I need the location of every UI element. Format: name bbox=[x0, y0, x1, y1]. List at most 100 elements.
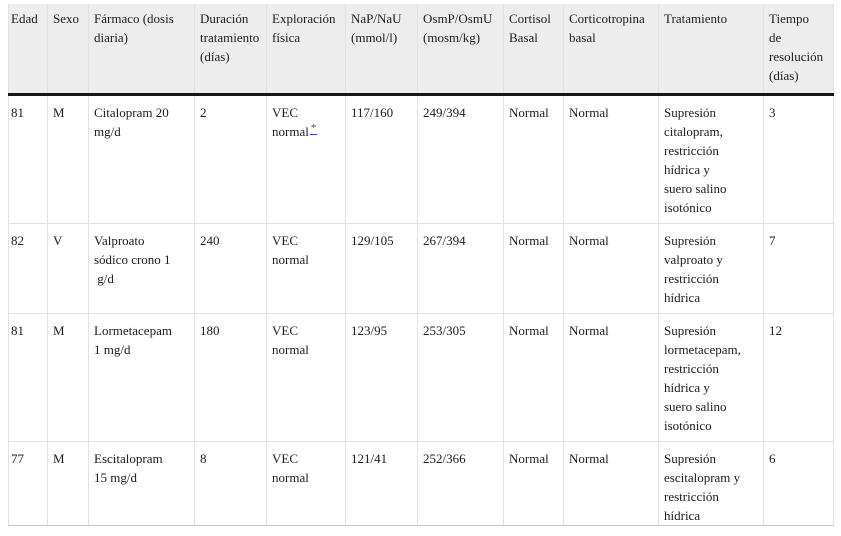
cell-edad: 77 bbox=[8, 441, 48, 526]
cell-text: VEC normal bbox=[272, 451, 309, 485]
cell-text: Normal bbox=[509, 233, 549, 248]
cell-edad: 81 bbox=[8, 313, 48, 442]
cell-text: Normal bbox=[509, 105, 549, 120]
cell-osmp-osmu: 267/394 bbox=[417, 223, 504, 314]
cell-text: Supresión citalopram, restricción hídric… bbox=[664, 105, 727, 215]
cell-sexo: M bbox=[47, 441, 89, 526]
table-row: 81 M Lormetacepam 1 mg/d 180 VEC normal 123/9… bbox=[8, 313, 834, 442]
cell-edad: 81 bbox=[8, 94, 48, 224]
cell-corticotropina-basal: Normal bbox=[563, 441, 659, 526]
cell-text: 129/105 bbox=[351, 233, 394, 248]
cell-cortisol-basal: Normal bbox=[503, 223, 564, 314]
cell-text: 81 bbox=[11, 105, 24, 120]
cell-text: 7 bbox=[769, 233, 776, 248]
cell-osmp-osmu: 253/305 bbox=[417, 313, 504, 442]
cell-tiempo-resolucion: 6 bbox=[763, 441, 834, 526]
cell-text: 6 bbox=[769, 451, 776, 466]
cell-text: VEC normal bbox=[272, 323, 309, 357]
cell-nap-nau: 117/160 bbox=[345, 94, 418, 224]
cell-text: 249/394 bbox=[423, 105, 466, 120]
cell-exploracion-fisica: VEC normal bbox=[266, 313, 346, 442]
cell-exploracion-fisica: VEC normal * bbox=[266, 94, 346, 224]
cell-nap-nau: 129/105 bbox=[345, 223, 418, 314]
cell-nap-nau: 121/41 bbox=[345, 441, 418, 526]
cell-cortisol-basal: Normal bbox=[503, 313, 564, 442]
cell-nap-nau: 123/95 bbox=[345, 313, 418, 442]
cell-text: 117/160 bbox=[351, 105, 394, 120]
cell-exploracion-fisica: VEC normal bbox=[266, 223, 346, 314]
cell-text: Normal bbox=[509, 323, 549, 338]
cell-farmaco: Escitalopram 15 mg/d bbox=[88, 441, 195, 526]
cell-text: M bbox=[53, 323, 65, 338]
cell-text: Lormetacepam 1 mg/d bbox=[94, 323, 172, 357]
cell-osmp-osmu: 252/366 bbox=[417, 441, 504, 526]
cell-text: M bbox=[53, 105, 65, 120]
cell-text: 253/305 bbox=[423, 323, 466, 338]
column-header-sexo: Sexo bbox=[47, 4, 89, 96]
cell-text: Escitalopram 15 mg/d bbox=[94, 451, 163, 485]
cell-tratamiento: Supresión valproato y restricción hídric… bbox=[658, 223, 764, 314]
cell-text: 240 bbox=[200, 233, 220, 248]
table-body: 81 M Citalopram 20 mg/d 2 VEC normal * 117/160… bbox=[8, 94, 834, 526]
cell-tratamiento: Supresión citalopram, restricción hídric… bbox=[658, 94, 764, 224]
cell-text: Normal bbox=[569, 451, 609, 466]
cell-corticotropina-basal: Normal bbox=[563, 94, 659, 224]
cell-text: Normal bbox=[509, 451, 549, 466]
cell-corticotropina-basal: Normal bbox=[563, 313, 659, 442]
column-header-tiempo-resolucion: Tiempo de resolución (días) bbox=[763, 4, 834, 96]
cell-tratamiento: Supresión lormetacepam, restricción hídr… bbox=[658, 313, 764, 442]
cell-text: 12 bbox=[769, 323, 782, 338]
cell-duracion-tratamiento: 180 bbox=[194, 313, 267, 442]
cell-farmaco: Valproato sódico crono 1 g/d bbox=[88, 223, 195, 314]
table-header: Edad Sexo Fármaco (dosis diaria) Duración t… bbox=[8, 4, 834, 96]
header-row: Edad Sexo Fármaco (dosis diaria) Duración t… bbox=[8, 4, 834, 96]
table-row: 81 M Citalopram 20 mg/d 2 VEC normal * 117/160… bbox=[8, 94, 834, 224]
column-header-corticotropina-basal: Corticotropina basal bbox=[563, 4, 659, 96]
column-header-cortisol-basal: Cortisol Basal bbox=[503, 4, 564, 96]
cell-osmp-osmu: 249/394 bbox=[417, 94, 504, 224]
cell-text: 252/366 bbox=[423, 451, 466, 466]
cell-text: VEC normal bbox=[272, 233, 309, 267]
cell-text: Normal bbox=[569, 233, 609, 248]
table-row: 77 M Escitalopram 15 mg/d 8 VEC normal 121/41… bbox=[8, 441, 834, 526]
hyponatremia-cases-table: Edad Sexo Fármaco (dosis diaria) Duración t… bbox=[8, 4, 834, 526]
cell-text: 81 bbox=[11, 323, 24, 338]
cell-text: 3 bbox=[769, 105, 776, 120]
cell-text: M bbox=[53, 451, 65, 466]
cell-tiempo-resolucion: 7 bbox=[763, 223, 834, 314]
cell-duracion-tratamiento: 2 bbox=[194, 94, 267, 224]
cell-text: 267/394 bbox=[423, 233, 466, 248]
cell-tiempo-resolucion: 12 bbox=[763, 313, 834, 442]
cell-farmaco: Lormetacepam 1 mg/d bbox=[88, 313, 195, 442]
cell-sexo: V bbox=[47, 223, 89, 314]
column-header-tratamiento: Tratamiento bbox=[658, 4, 764, 96]
cell-tiempo-resolucion: 3 bbox=[763, 94, 834, 224]
footnote-asterisk-link[interactable]: * bbox=[309, 122, 318, 135]
cell-text: Normal bbox=[569, 323, 609, 338]
cell-exploracion-fisica: VEC normal bbox=[266, 441, 346, 526]
column-header-farmaco: Fármaco (dosis diaria) bbox=[88, 4, 195, 96]
cell-sexo: M bbox=[47, 313, 89, 442]
cell-sexo: M bbox=[47, 94, 89, 224]
column-header-duracion-tratamiento: Duración tratamiento (días) bbox=[194, 4, 267, 96]
column-header-exploracion-fisica: Exploración física bbox=[266, 4, 346, 96]
cell-text: 2 bbox=[200, 105, 207, 120]
cell-text: Supresión lormetacepam, restricción hídr… bbox=[664, 323, 741, 433]
cell-text: 8 bbox=[200, 451, 207, 466]
cell-text: 82 bbox=[11, 233, 24, 248]
column-header-nap-nau: NaP/NaU (mmol/l) bbox=[345, 4, 418, 96]
cell-text: Supresión valproato y restricción hídric… bbox=[664, 233, 723, 305]
cell-tratamiento: Supresión escitalopram y restricción híd… bbox=[658, 441, 764, 526]
column-header-osmp-osmu: OsmP/OsmU (mosm/kg) bbox=[417, 4, 504, 96]
table-row: 82 V Valproato sódico crono 1 g/d 240 VEC no… bbox=[8, 223, 834, 314]
cell-corticotropina-basal: Normal bbox=[563, 223, 659, 314]
cell-text: Normal bbox=[569, 105, 609, 120]
cell-text: 180 bbox=[200, 323, 220, 338]
cell-cortisol-basal: Normal bbox=[503, 94, 564, 224]
cell-duracion-tratamiento: 240 bbox=[194, 223, 267, 314]
cell-farmaco: Citalopram 20 mg/d bbox=[88, 94, 195, 224]
cell-text: 121/41 bbox=[351, 451, 388, 466]
cell-duracion-tratamiento: 8 bbox=[194, 441, 267, 526]
cell-edad: 82 bbox=[8, 223, 48, 314]
